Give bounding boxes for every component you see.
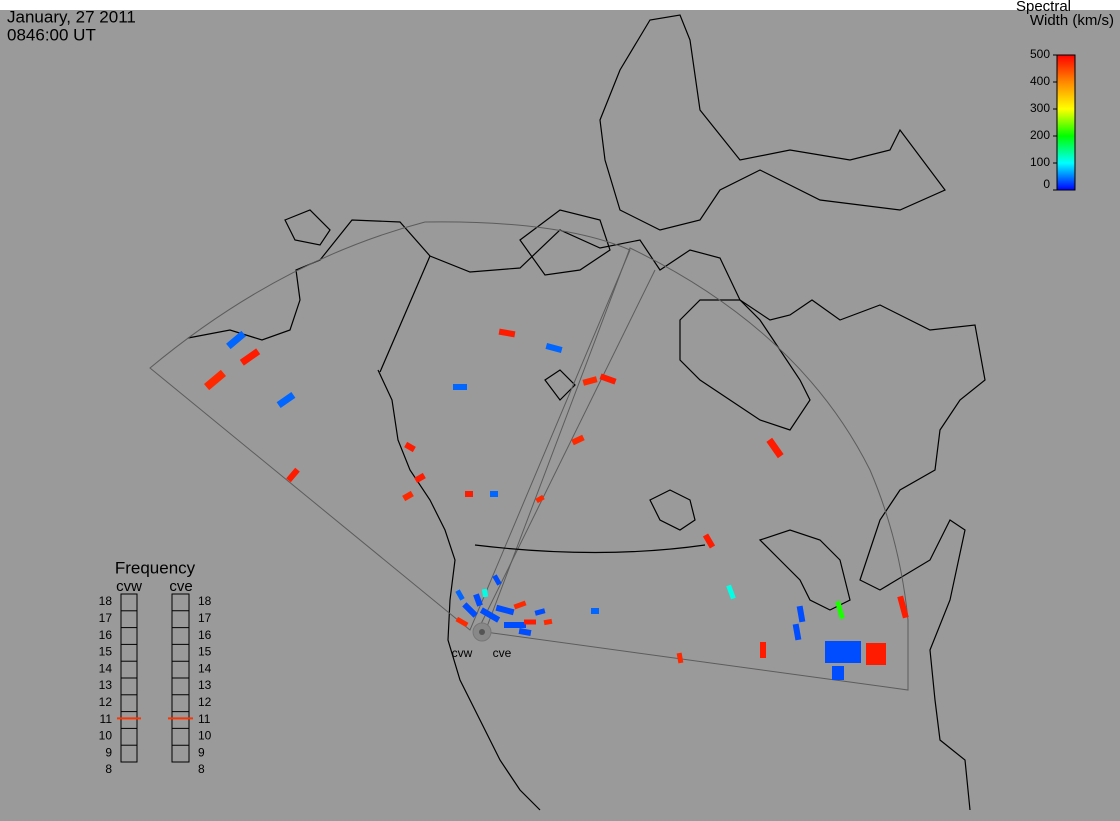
top-strip <box>0 0 1120 10</box>
echo-cell <box>414 472 426 484</box>
date: January, 27 2011 <box>7 7 136 26</box>
colorbar-tick-label: 0 <box>1043 177 1050 191</box>
frequency-tick-label: 15 <box>99 645 113 659</box>
radar-label: cve <box>493 646 512 660</box>
echo-cell <box>591 608 599 614</box>
echo-cell <box>286 467 300 483</box>
echo-cell <box>543 618 553 626</box>
echo-cell <box>518 628 532 636</box>
echo-cell <box>226 330 246 350</box>
frequency-tick-label: 16 <box>198 628 212 642</box>
echo-cell <box>404 441 416 453</box>
radar-label: cvw <box>452 646 473 660</box>
colorbar-tick-label: 400 <box>1030 74 1050 88</box>
echo-cell <box>792 623 802 641</box>
frequency-panel: 8 8 9 9 10 10 11 11 12 12 13 13 14 14 15 15 16 16 17 17 18 18 <box>99 593 212 776</box>
echo-cell <box>276 391 296 409</box>
colorbar-tick-label: 100 <box>1030 155 1050 169</box>
frequency-tick-label: 13 <box>198 678 212 692</box>
echo-cell <box>455 616 469 628</box>
frequency-tick-label: 12 <box>198 695 212 709</box>
frequency-tick-label: 9 <box>198 745 205 759</box>
echo-cell <box>832 666 844 680</box>
echo-cell <box>535 494 545 504</box>
echo-layer <box>204 328 909 680</box>
frequency-tick-label: 17 <box>99 611 113 625</box>
frequency-tick-label: 18 <box>99 594 113 608</box>
echo-cell <box>239 348 261 366</box>
echo-cell <box>453 384 467 390</box>
colorbar-tick-label: 500 <box>1030 47 1050 61</box>
frequency-tick-label: 14 <box>198 661 212 675</box>
echo-cell <box>498 328 516 338</box>
colorbar-title: Spectral <box>1016 0 1071 15</box>
frequency-tick-label: 10 <box>99 729 113 743</box>
colorbar-tick-label: 200 <box>1030 128 1050 142</box>
colorbar <box>1056 54 1076 191</box>
frequency-radar: cve <box>169 578 192 595</box>
echo-cell <box>465 491 473 497</box>
echo-cell <box>534 608 546 616</box>
frequency-tick-label: 8 <box>198 762 205 776</box>
coastlines <box>187 14 986 811</box>
echo-cell <box>462 602 478 618</box>
frequency-tick-label: 11 <box>198 712 211 726</box>
echo-cell <box>726 584 736 600</box>
field-of-view <box>149 221 909 691</box>
echo-cell <box>702 533 716 549</box>
frequency-radar: cvw <box>116 578 142 595</box>
echo-cell <box>866 643 886 665</box>
frequency-tick-label: 12 <box>99 695 113 709</box>
echo-cell <box>481 588 489 598</box>
echo-cell <box>897 595 909 619</box>
boundary-line <box>474 544 706 554</box>
echo-cell <box>760 642 766 658</box>
echo-cell <box>676 652 684 664</box>
frequency-tick-label: 17 <box>198 611 212 625</box>
echo-cell <box>490 491 498 497</box>
echo-cell <box>545 343 563 353</box>
echo-cell <box>571 434 585 446</box>
frequency-tick-label: 15 <box>198 645 212 659</box>
echo-cell <box>455 589 465 601</box>
echo-cell <box>504 622 526 628</box>
frequency-tick-label: 16 <box>99 628 113 642</box>
radar-site-center <box>479 629 485 635</box>
frequency-tick-label: 9 <box>105 745 112 759</box>
time: 0846:00 UT <box>7 25 96 44</box>
frequency-tick-label: 18 <box>198 594 212 608</box>
boundary-line <box>379 255 431 373</box>
colorbar-ticks: 0 100 200 300 400 500 <box>1030 47 1057 191</box>
frequency-tick-label: 10 <box>198 729 212 743</box>
frequency-tick-label: 14 <box>99 661 113 675</box>
echo-cell <box>524 619 536 625</box>
echo-cell <box>796 605 806 623</box>
echo-cell <box>402 490 414 502</box>
echo-cell <box>473 593 483 607</box>
frequency-tick-label: 8 <box>105 762 112 776</box>
frequency-title: Frequency <box>115 558 196 577</box>
echo-cell <box>513 600 527 610</box>
echo-cell <box>825 641 861 663</box>
colorbar-tick-label: 300 <box>1030 101 1050 115</box>
echo-cell <box>479 607 501 623</box>
echo-cell <box>204 369 226 391</box>
echo-cell <box>835 600 845 620</box>
echo-cell <box>495 604 515 616</box>
echo-cell <box>492 574 502 586</box>
echo-cell <box>766 437 784 459</box>
echo-cell <box>582 376 598 386</box>
echo-cell <box>599 373 617 385</box>
colorbar-title: Width (km/s) <box>1030 12 1114 29</box>
frequency-tick-label: 11 <box>100 712 113 726</box>
frequency-tick-label: 13 <box>99 678 113 692</box>
